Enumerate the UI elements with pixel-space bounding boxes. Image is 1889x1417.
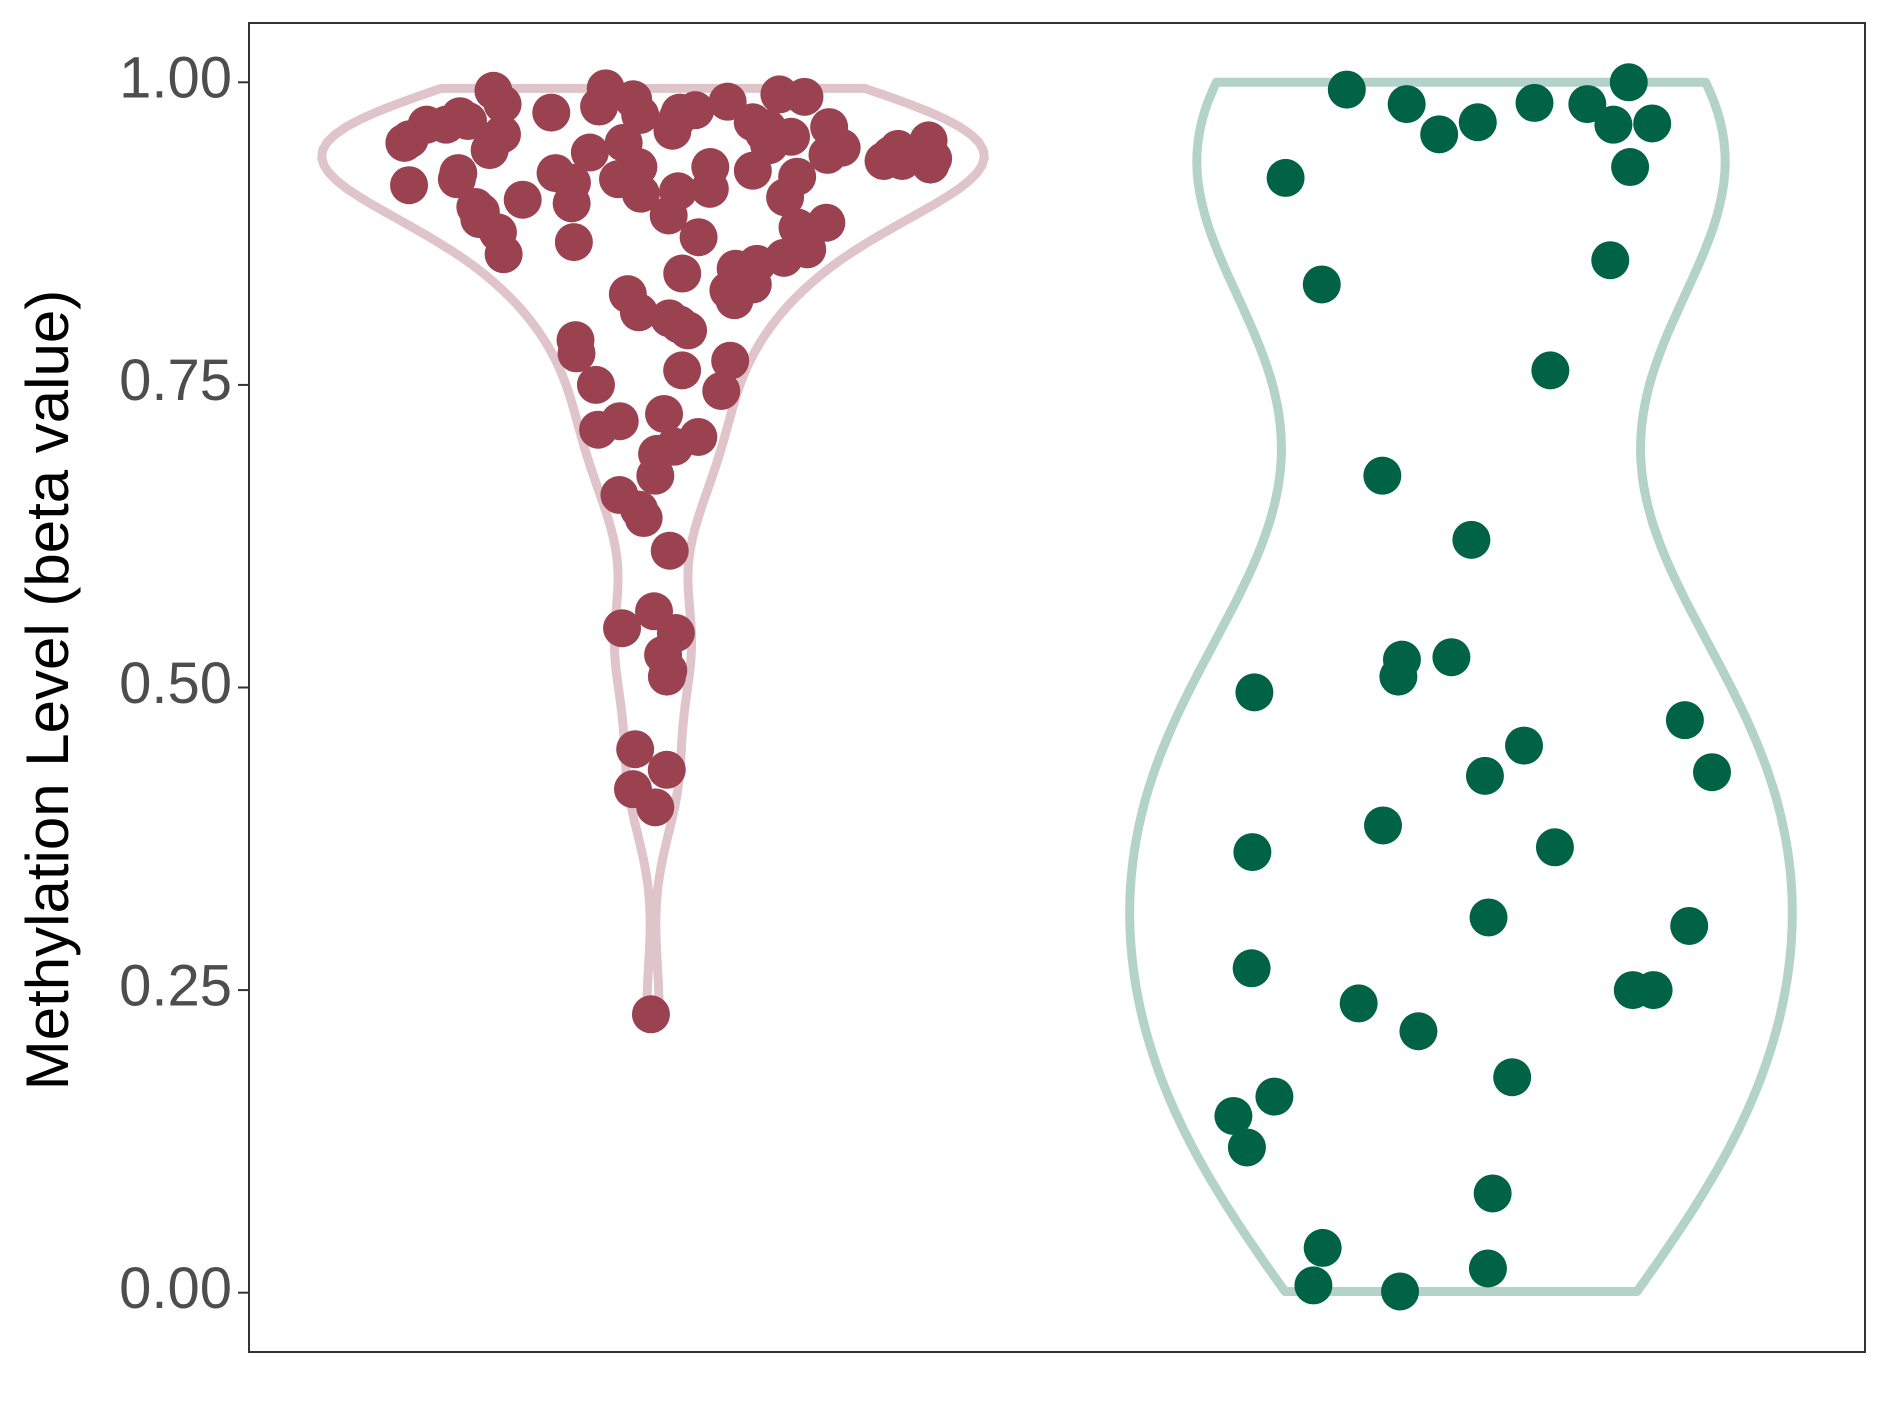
data-point (650, 299, 689, 338)
data-point (647, 750, 686, 789)
data-point (613, 770, 652, 809)
data-point (1387, 85, 1426, 124)
data-point (871, 135, 910, 174)
data-point (1611, 148, 1650, 187)
data-point (778, 157, 817, 196)
data-point (1363, 456, 1402, 495)
data-point (1594, 105, 1633, 144)
data-point (1214, 1096, 1253, 1135)
data-point (1693, 753, 1732, 792)
data-point (586, 69, 625, 108)
data-point (619, 148, 658, 187)
data-point (600, 402, 639, 441)
data-point (645, 394, 684, 433)
data-point (1255, 1077, 1294, 1116)
data-point (554, 223, 593, 262)
data-point (663, 254, 702, 293)
data-point (503, 180, 542, 219)
data-point (390, 166, 429, 205)
data-point (385, 123, 424, 162)
data-point (608, 275, 647, 314)
data-point (570, 133, 609, 172)
data-point (1535, 828, 1574, 867)
data-point (1531, 351, 1570, 390)
data-point (1432, 638, 1471, 677)
data-point (1670, 906, 1709, 945)
data-point (1665, 701, 1704, 740)
data-point (1327, 70, 1366, 109)
data-point (810, 108, 849, 147)
data-point (1381, 1272, 1420, 1311)
data-point (1339, 984, 1378, 1023)
data-point (556, 321, 595, 360)
data-point (1227, 1128, 1266, 1167)
y-tick-label: 0.00 (119, 1256, 232, 1321)
data-point (474, 71, 513, 110)
data-point (1399, 1012, 1438, 1051)
data-point (1609, 63, 1648, 102)
data-point (1420, 115, 1459, 154)
data-point (778, 208, 817, 247)
data-point (437, 160, 476, 199)
data-point (650, 531, 689, 570)
data-point (702, 371, 741, 410)
data-point (691, 148, 730, 187)
data-point (483, 115, 522, 154)
data-point (1515, 83, 1554, 122)
data-point (1303, 1228, 1342, 1267)
data-point (656, 614, 695, 653)
data-point (1379, 657, 1418, 696)
y-tick-label: 0.50 (119, 651, 232, 716)
data-point (1266, 158, 1305, 197)
data-point (659, 172, 698, 211)
data-point (427, 105, 466, 144)
data-point (1473, 1174, 1512, 1213)
data-point (1302, 265, 1341, 304)
data-point (807, 203, 846, 242)
data-point (1634, 971, 1673, 1010)
y-axis-label: Methylation Level (beta value) (14, 290, 81, 1090)
data-point (760, 75, 799, 114)
data-point (1294, 1266, 1333, 1305)
data-point (1468, 1249, 1507, 1288)
data-point (631, 995, 670, 1034)
data-point (1505, 726, 1544, 765)
data-point (660, 93, 699, 132)
data-point (1465, 756, 1504, 795)
data-point (536, 154, 575, 193)
data-point (1633, 104, 1672, 143)
violin-outline (1125, 77, 1797, 1296)
data-point (1469, 898, 1508, 937)
data-point (1458, 103, 1497, 142)
y-tick-label: 0.75 (119, 348, 232, 413)
data-point (603, 609, 642, 648)
data-point (1364, 806, 1403, 845)
data-point (1493, 1058, 1532, 1097)
data-point (1232, 949, 1271, 988)
data-point (1233, 833, 1272, 872)
y-tick-label: 0.25 (119, 953, 232, 1018)
y-tick-label: 1.00 (119, 46, 232, 111)
data-point (456, 187, 495, 226)
data-point (616, 730, 655, 769)
data-point (909, 121, 948, 160)
data-point (600, 476, 639, 515)
data-point (733, 103, 772, 142)
data-point (576, 365, 615, 404)
data-point (663, 351, 702, 390)
data-point (679, 218, 718, 257)
data-point (1452, 520, 1491, 559)
data-point (532, 93, 571, 132)
data-point (711, 341, 750, 380)
data-point (1235, 673, 1274, 712)
data-point (679, 417, 718, 456)
data-point (1568, 85, 1607, 124)
violin-outline (317, 83, 989, 1019)
data-point (1591, 241, 1630, 280)
data-point (708, 82, 747, 121)
